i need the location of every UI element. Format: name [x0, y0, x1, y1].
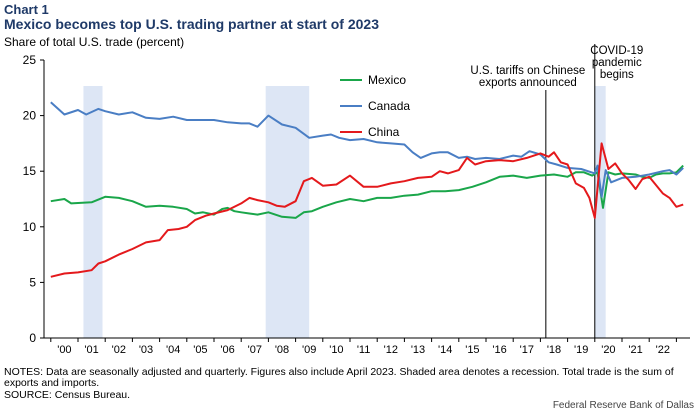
x-tick-label: '19 — [574, 344, 588, 356]
x-tick-label: '00 — [57, 344, 71, 356]
series-line-china — [50, 142, 684, 278]
legend-label-canada: Canada — [368, 99, 410, 113]
x-tick-label: '09 — [302, 344, 316, 356]
series-line-canada — [50, 101, 684, 198]
chart-credit: Federal Reserve Bank of Dallas — [552, 400, 694, 411]
y-tick-label: 0 — [29, 331, 36, 345]
x-tick-label: '12 — [384, 344, 398, 356]
recession-band-2 — [594, 86, 606, 338]
x-tick-label: '13 — [411, 344, 425, 356]
x-tick-label: '14 — [438, 344, 452, 356]
x-tick-label: '17 — [520, 344, 534, 356]
x-tick-label: '15 — [465, 344, 479, 356]
x-tick-label: '16 — [492, 344, 506, 356]
x-tick-label: '06 — [220, 344, 234, 356]
recession-band-0 — [83, 86, 103, 338]
y-tick-label: 20 — [23, 109, 37, 123]
x-tick-label: '02 — [112, 344, 126, 356]
y-tick-label: 25 — [23, 53, 37, 67]
covid-annotation-text: COVID-19 — [590, 45, 643, 57]
covid-annotation-text: begins — [600, 69, 634, 81]
chart-number-label: Chart 1 — [4, 2, 49, 17]
legend-label-mexico: Mexico — [368, 73, 406, 87]
chart-notes: NOTES: Data are seasonally adjusted and … — [4, 366, 674, 389]
x-tick-label: '22 — [656, 344, 670, 356]
tariff-annotation-text: exports announced — [479, 77, 577, 89]
y-axis-title: Share of total U.S. trade (percent) — [4, 35, 185, 49]
x-tick-label: '10 — [329, 344, 343, 356]
tariff-annotation-text: U.S. tariffs on Chinese — [470, 65, 585, 77]
y-tick-label: 10 — [23, 220, 37, 234]
legend-label-china: China — [368, 125, 400, 139]
x-tick-label: '11 — [357, 344, 371, 356]
x-tick-label: '21 — [628, 344, 642, 356]
y-tick-label: 5 — [29, 275, 36, 289]
y-tick-label: 15 — [23, 164, 37, 178]
recession-band-1 — [265, 86, 310, 338]
x-tick-label: '18 — [547, 344, 561, 356]
x-tick-label: '03 — [139, 344, 153, 356]
x-tick-label: '20 — [601, 344, 615, 356]
x-tick-label: '01 — [84, 344, 98, 356]
chart-source: SOURCE: Census Bureau. — [4, 389, 131, 401]
x-tick-label: '08 — [275, 344, 289, 356]
x-tick-label: '07 — [248, 344, 262, 356]
x-tick-label: '05 — [193, 344, 207, 356]
x-tick-label: '04 — [166, 344, 180, 356]
series-line-mexico — [50, 164, 684, 219]
chart-title: Mexico becomes top U.S. trading partner … — [4, 16, 379, 32]
covid-annotation-text: pandemic — [592, 57, 642, 69]
